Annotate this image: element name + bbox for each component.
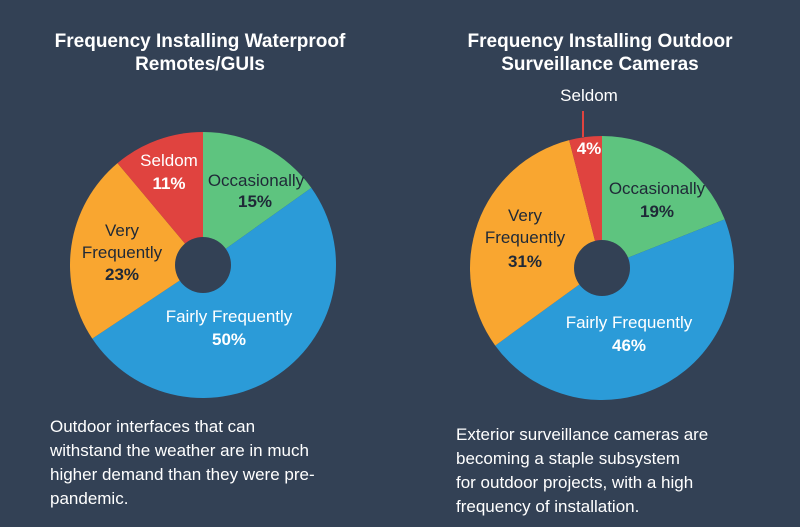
pie-chart-surveillance-cameras: Occasionally 19% Fairly Frequently 46% Very F…	[470, 86, 734, 401]
slice-label-occasionally: Occasionally	[208, 171, 305, 190]
caption-line: pandemic.	[50, 489, 129, 508]
chart-panel-surveillance-cameras: Frequency Installing Outdoor Surveillanc…	[400, 0, 800, 527]
slice-value-occasionally: 15%	[238, 192, 272, 211]
slice-value-occasionally: 19%	[640, 202, 674, 221]
caption-line: higher demand than they were pre-	[50, 465, 315, 484]
pie-slice-fairly-frequently	[495, 219, 734, 401]
caption-line: withstand the weather are in much	[50, 441, 309, 460]
chart-caption: Exterior surveillance cameras are becomi…	[456, 423, 746, 519]
chart-title: Frequency Installing Waterproof Remotes/…	[0, 30, 400, 76]
chart-title-line: Remotes/GUIs	[135, 54, 265, 75]
pie-slice-fairly-frequently	[92, 187, 336, 398]
pie-slice-occasionally	[602, 136, 725, 268]
slice-label-fairly-frequently: Fairly Frequently	[566, 313, 693, 332]
chart-panel-waterproof-remotes: Frequency Installing Waterproof Remotes/…	[0, 30, 400, 511]
slice-label-fairly-frequently: Fairly Frequently	[166, 307, 293, 326]
chart-title-line: Surveillance Cameras	[501, 54, 699, 75]
pie-center-hole	[574, 240, 630, 296]
slice-value-fairly-frequently: 50%	[212, 330, 246, 349]
pie-slice-seldom	[569, 136, 602, 268]
slice-label-seldom: Seldom	[140, 151, 198, 170]
slice-label-occasionally: Occasionally	[609, 179, 706, 198]
slice-value-very-frequently: 31%	[508, 252, 542, 271]
caption-line: for outdoor projects, with a high	[456, 473, 694, 492]
caption-line: frequency of installation.	[456, 497, 640, 516]
slice-value-fairly-frequently: 46%	[612, 336, 646, 355]
pie-slice-very-frequently	[470, 140, 602, 346]
slice-label-very-frequently: Very	[508, 206, 543, 225]
slice-value-seldom: 4%	[577, 139, 602, 158]
slice-label-very-frequently: Frequently	[82, 243, 163, 262]
caption-line: Outdoor interfaces that can	[50, 417, 256, 436]
chart-title: Frequency Installing Outdoor Surveillanc…	[400, 30, 800, 76]
chart-title-line: Frequency Installing Waterproof	[54, 31, 346, 52]
pie-slice-very-frequently	[69, 163, 203, 339]
slice-value-seldom: 11%	[152, 174, 185, 193]
slice-value-very-frequently: 23%	[105, 265, 139, 284]
caption-line: Exterior surveillance cameras are	[456, 425, 709, 444]
caption-line: becoming a staple subsystem	[456, 449, 680, 468]
pie-slice-occasionally	[203, 132, 312, 265]
slice-label-very-frequently: Very	[105, 221, 140, 240]
slice-label-very-frequently: Frequently	[485, 228, 566, 247]
slice-label-seldom: Seldom	[560, 86, 618, 105]
chart-caption: Outdoor interfaces that can withstand th…	[50, 415, 350, 511]
pie-slice-seldom	[117, 132, 203, 265]
pie-chart-waterproof-remotes: Occasionally 15% Fairly Frequently 50% Very F…	[69, 132, 336, 398]
chart-title-line: Frequency Installing Outdoor	[467, 31, 733, 52]
pie-center-hole	[175, 237, 231, 293]
